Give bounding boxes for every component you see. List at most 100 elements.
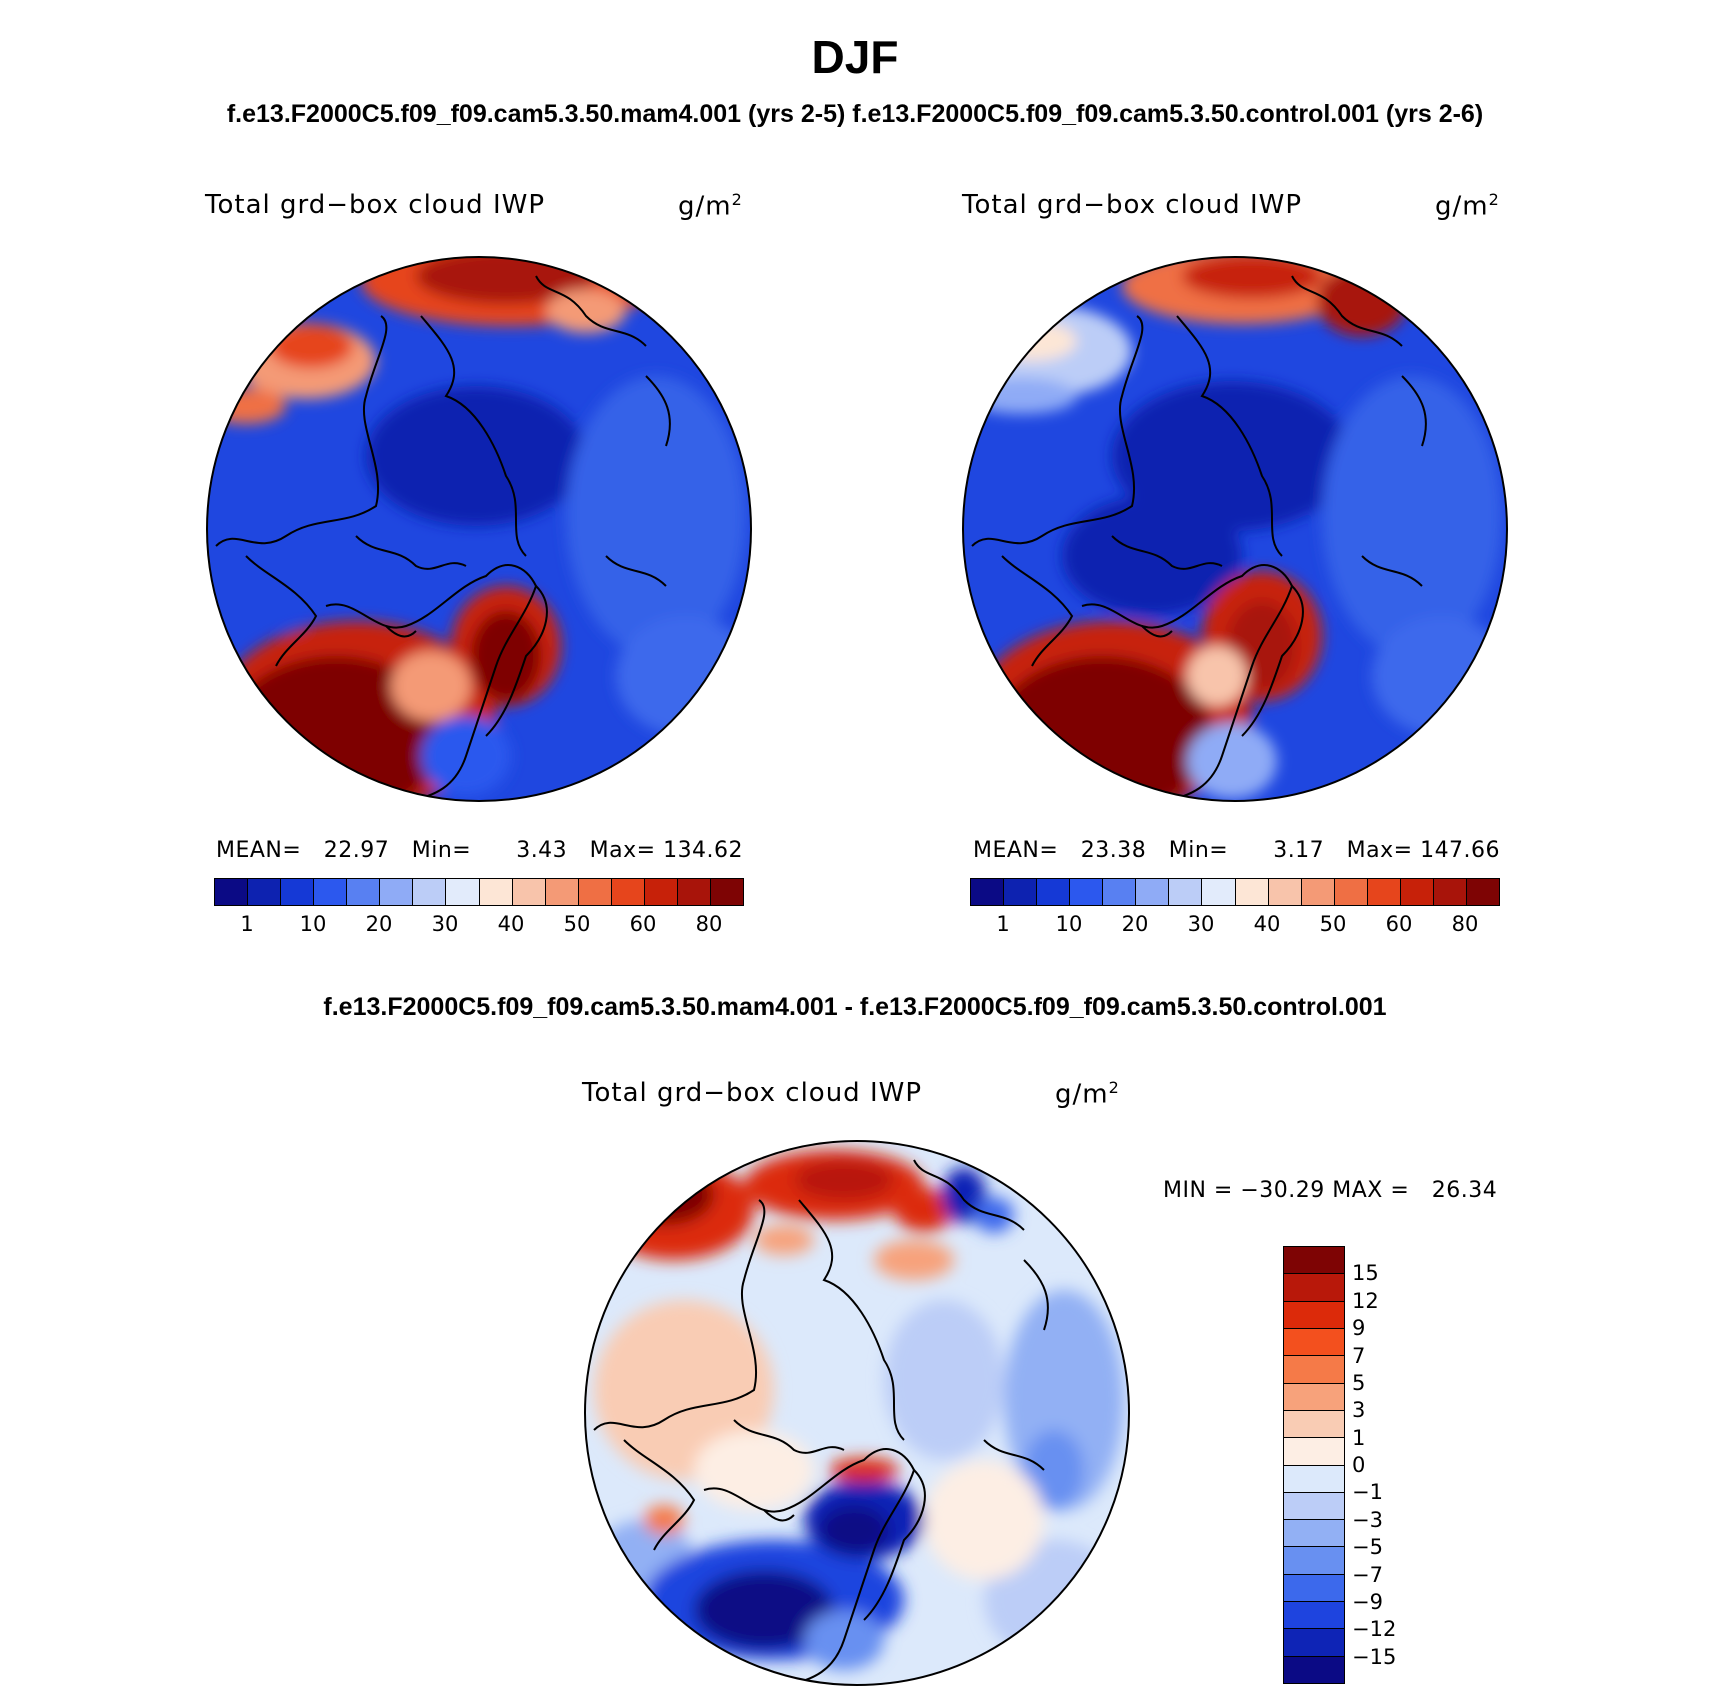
diff-colorbar-tick-label: 15 bbox=[1352, 1261, 1379, 1286]
panel1-variable-label: Total grd−box cloud IWP bbox=[205, 190, 546, 220]
diff-colorbar-swatch bbox=[1284, 1547, 1344, 1575]
panel2-colorbar-tick-label: 40 bbox=[1253, 912, 1281, 936]
diff-colorbar-tick-label: −12 bbox=[1352, 1617, 1397, 1642]
diff-stats: MIN = −30.29 MAX = 26.34 bbox=[1163, 1178, 1498, 1203]
diff-colorbar-swatch bbox=[1284, 1328, 1344, 1357]
panel2-colorbar-swatch bbox=[1301, 879, 1335, 905]
diff-colorbar-tick-label: −9 bbox=[1352, 1589, 1383, 1614]
panel1-colorbar-swatch bbox=[710, 879, 743, 905]
panel1-colorbar-tick-label: 60 bbox=[629, 912, 657, 936]
panel2-colorbar-tick-label: 1 bbox=[996, 912, 1010, 936]
panel1-colorbar-tick-label: 1 bbox=[240, 912, 254, 936]
diff-colorbar-tick-label: 3 bbox=[1352, 1398, 1366, 1423]
panel1-colorbar-tick-label: 30 bbox=[431, 912, 459, 936]
diff-colorbar-swatch bbox=[1284, 1520, 1344, 1548]
panel1-colorbar-swatch bbox=[380, 879, 414, 905]
panel2-polar-map bbox=[962, 256, 1508, 802]
panel2-colorbar-swatch bbox=[1136, 879, 1170, 905]
panel1-colorbar-swatch bbox=[545, 879, 579, 905]
panel2-colorbar-swatch bbox=[1070, 879, 1104, 905]
panel1-colorbar-swatch bbox=[215, 879, 249, 905]
panel1-colorbar-swatch bbox=[578, 879, 612, 905]
diff-polar-map bbox=[584, 1140, 1130, 1686]
diff-colorbar-swatch bbox=[1284, 1356, 1344, 1384]
panel1-colorbar-swatch bbox=[512, 879, 546, 905]
panel2-stats: MEAN= 23.38 Min= 3.17 Max= 147.66 bbox=[973, 838, 1501, 863]
diff-variable-label: Total grd−box cloud IWP bbox=[582, 1078, 923, 1108]
panel2-colorbar-tick-label: 80 bbox=[1451, 912, 1479, 936]
diff-colorbar-swatch bbox=[1284, 1301, 1344, 1329]
panel2-colorbar-swatch bbox=[1268, 879, 1302, 905]
panel2-colorbar-swatch bbox=[1400, 879, 1434, 905]
diff-colorbar-swatch bbox=[1284, 1465, 1344, 1493]
panel2-colorbar-swatch bbox=[1169, 879, 1203, 905]
diff-colorbar-tick-label: −3 bbox=[1352, 1507, 1383, 1532]
figure-title: DJF bbox=[811, 31, 899, 83]
diff-colorbar-swatch bbox=[1284, 1383, 1344, 1411]
diff-colorbar-tick-label: −15 bbox=[1352, 1644, 1397, 1669]
panel1-colorbar-swatch bbox=[479, 879, 513, 905]
panel1-colorbar-tick-label: 20 bbox=[365, 912, 393, 936]
diff-colorbar-tick-label: 7 bbox=[1352, 1343, 1366, 1368]
panel2-colorbar bbox=[970, 878, 1500, 906]
panel1-colorbar-swatch bbox=[413, 879, 447, 905]
panel2-colorbar-tick-label: 20 bbox=[1121, 912, 1149, 936]
diff-colorbar-swatch bbox=[1284, 1602, 1344, 1630]
diff-colorbar-swatch bbox=[1284, 1492, 1344, 1521]
panel2-colorbar-swatch bbox=[1466, 879, 1499, 905]
diff-colorbar-swatch bbox=[1284, 1274, 1344, 1302]
case-subtitle: f.e13.F2000C5.f09_f09.cam5.3.50.mam4.001… bbox=[226, 100, 1484, 128]
panel1-units: g/m2 bbox=[678, 190, 743, 222]
diff-colorbar-swatch bbox=[1284, 1574, 1344, 1603]
panel2-colorbar-swatch bbox=[1367, 879, 1401, 905]
panel1-stats: MEAN= 22.97 Min= 3.43 Max= 134.62 bbox=[216, 838, 744, 863]
diff-colorbar-swatch bbox=[1284, 1410, 1344, 1439]
diff-colorbar-swatch bbox=[1284, 1438, 1344, 1466]
panel2-colorbar-tick-label: 10 bbox=[1055, 912, 1083, 936]
panel2-coastlines bbox=[971, 275, 1427, 801]
diff-coastlines bbox=[593, 1159, 1049, 1685]
diff-units: g/m2 bbox=[1055, 1078, 1120, 1110]
diff-colorbar-swatch bbox=[1284, 1247, 1344, 1275]
diff-colorbar-tick-label: −1 bbox=[1352, 1480, 1383, 1505]
diff-colorbar-tick-label: 9 bbox=[1352, 1316, 1366, 1341]
panel2-colorbar-tick-label: 50 bbox=[1319, 912, 1347, 936]
diff-colorbar-tick-label: −7 bbox=[1352, 1562, 1383, 1587]
panel2-colorbar-tick-label: 60 bbox=[1385, 912, 1413, 936]
diff-colorbar-tick-label: 5 bbox=[1352, 1370, 1366, 1395]
panel2-variable-label: Total grd−box cloud IWP bbox=[962, 190, 1303, 220]
diff-colorbar-swatch bbox=[1284, 1629, 1344, 1657]
panel1-colorbar-tick-label: 80 bbox=[695, 912, 723, 936]
panel1-colorbar-swatch bbox=[644, 879, 678, 905]
diff-colorbar-tick-label: 12 bbox=[1352, 1288, 1379, 1313]
diff-colorbar-swatch bbox=[1284, 1656, 1344, 1683]
panel2-colorbar-swatch bbox=[1334, 879, 1368, 905]
diff-colorbar-tick-label: 1 bbox=[1352, 1425, 1366, 1450]
panel2-colorbar-swatch bbox=[1433, 879, 1467, 905]
panel1-colorbar-swatch bbox=[314, 879, 348, 905]
panel1-colorbar-swatch bbox=[677, 879, 711, 905]
diff-colorbar-tick-label: −5 bbox=[1352, 1535, 1383, 1560]
diff-colorbar-tick-label: 0 bbox=[1352, 1453, 1366, 1477]
panel1-colorbar-swatch bbox=[446, 879, 480, 905]
panel2-colorbar-tick-label: 30 bbox=[1187, 912, 1215, 936]
diff-colorbar-ticks: 15 12 9 7 5 3 1 0 −1 −3 −5 −7 −9 −12 −15 bbox=[1352, 1246, 1412, 1684]
panel1-colorbar-tick-label: 40 bbox=[497, 912, 525, 936]
panel1-colorbar-ticks: 1 10 20 30 40 50 60 80 bbox=[214, 912, 742, 942]
difference-subtitle: f.e13.F2000C5.f09_f09.cam5.3.50.mam4.001… bbox=[323, 993, 1387, 1021]
panel1-colorbar-tick-label: 50 bbox=[563, 912, 591, 936]
panel2-units: g/m2 bbox=[1435, 190, 1500, 222]
panel2-colorbar-swatch bbox=[1202, 879, 1236, 905]
panel1-polar-map bbox=[206, 256, 752, 802]
panel1-colorbar-swatch bbox=[611, 879, 645, 905]
panel1-colorbar bbox=[214, 878, 744, 906]
panel1-colorbar-tick-label: 10 bbox=[299, 912, 327, 936]
panel2-colorbar-swatch bbox=[1235, 879, 1269, 905]
panel2-colorbar-swatch bbox=[1037, 879, 1071, 905]
panel2-colorbar-swatch bbox=[971, 879, 1005, 905]
panel2-colorbar-swatch bbox=[1004, 879, 1038, 905]
diff-colorbar bbox=[1283, 1246, 1345, 1684]
panel2-colorbar-swatch bbox=[1103, 879, 1137, 905]
panel1-coastlines bbox=[215, 275, 671, 801]
panel2-colorbar-ticks: 1 10 20 30 40 50 60 80 bbox=[970, 912, 1498, 942]
